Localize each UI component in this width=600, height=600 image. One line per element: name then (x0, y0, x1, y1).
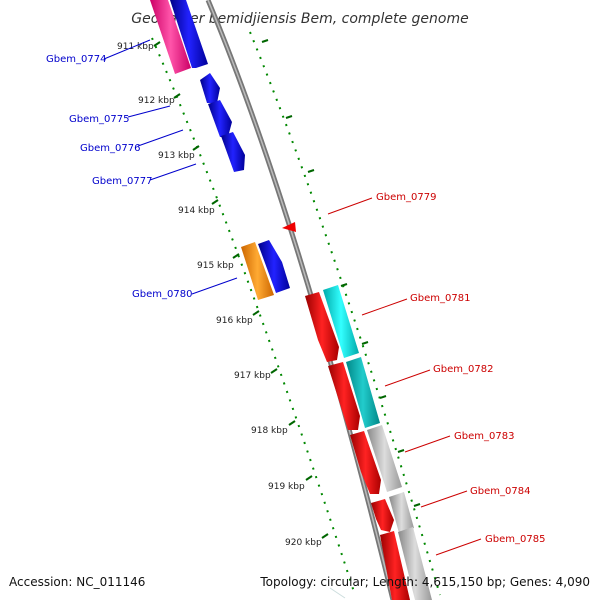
gene-label-gbem-0782[interactable]: Gbem_0782 (433, 364, 493, 375)
gene-label-gbem-0780[interactable]: Gbem_0780 (132, 289, 192, 300)
genome-backbone-highlight (207, 0, 394, 600)
topology-text: Topology: circular; Length: 4,615,150 bp… (259, 575, 590, 589)
genome-backbone (205, 0, 396, 600)
tick-label-914: 914 kbp (178, 206, 215, 216)
gene-gbem-0782[interactable] (328, 362, 360, 430)
gene-gbem-0781-cog (323, 285, 359, 358)
gene-label-gbem-0776[interactable]: Gbem_0776 (80, 143, 140, 154)
gene-gbem-0777[interactable] (221, 132, 245, 172)
tick-label-918: 918 kbp (251, 426, 288, 436)
gene-gbem-0774-cog (150, 0, 191, 74)
tick-marks (153, 39, 421, 539)
tick-label-916: 916 kbp (216, 316, 253, 326)
gene-label-gbem-0775[interactable]: Gbem_0775 (69, 114, 129, 125)
tick-labels: 911 kbp 912 kbp 913 kbp 914 kbp 915 kbp … (117, 42, 322, 548)
gene-gbem-0781[interactable] (305, 292, 339, 362)
tick-label-911: 911 kbp (117, 42, 154, 52)
tick-label-920: 920 kbp (285, 538, 322, 548)
gene-label-gbem-0774[interactable]: Gbem_0774 (46, 54, 106, 65)
gene-gbem-0780[interactable] (258, 240, 290, 293)
gene-gbem-0783-cog (367, 425, 402, 492)
gene-label-gbem-0781[interactable]: Gbem_0781 (410, 293, 470, 304)
tick-label-917: 917 kbp (234, 371, 271, 381)
gene-gbem-0785-cog (398, 527, 432, 600)
gene-label-gbem-0783[interactable]: Gbem_0783 (454, 431, 514, 442)
gene-gbem-0776[interactable] (208, 100, 232, 137)
gene-gbem-0779[interactable] (282, 222, 296, 232)
gene-gbem-0780-cog (241, 242, 274, 300)
tick-label-919: 919 kbp (268, 482, 305, 492)
gene-gbem-0782-cog (346, 357, 380, 428)
gene-gbem-0785[interactable] (380, 531, 410, 600)
gene-labels: Gbem_0774 Gbem_0775 Gbem_0776 Gbem_0777 … (46, 54, 545, 545)
gene-label-gbem-0785[interactable]: Gbem_0785 (485, 534, 545, 545)
label-leader-lines (103, 39, 482, 556)
gene-label-gbem-0784[interactable]: Gbem_0784 (470, 486, 530, 497)
gene-label-gbem-0777[interactable]: Gbem_0777 (92, 176, 152, 187)
tick-label-915: 915 kbp (197, 261, 234, 271)
tick-label-913: 913 kbp (158, 151, 195, 161)
gene-gbem-0774[interactable] (170, 0, 208, 68)
gene-gbem-0783[interactable] (350, 431, 381, 494)
gene-gbem-0784-cog (389, 492, 414, 533)
gene-gbem-0775[interactable] (200, 73, 220, 103)
accession-text: Accession: NC_011146 (9, 575, 145, 589)
gene-gbem-0784[interactable] (371, 499, 394, 532)
gc-track-left (151, 37, 356, 596)
gene-label-gbem-0779[interactable]: Gbem_0779 (376, 192, 436, 203)
tick-label-912: 912 kbp (138, 96, 175, 106)
outer-ring-arc (329, 587, 346, 599)
